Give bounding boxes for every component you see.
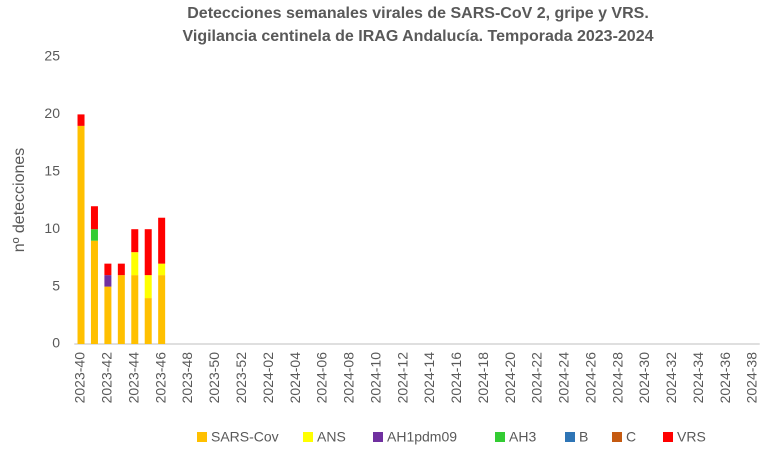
- y-tick-label: 5: [52, 277, 60, 293]
- x-tick-label: 2024-36: [717, 352, 733, 404]
- bar-segment: [90, 240, 98, 344]
- x-tick-label: 2024-30: [636, 352, 652, 404]
- bar-segment: [90, 229, 98, 241]
- legend-label: VRS: [677, 429, 706, 445]
- bar-segment: [77, 125, 85, 344]
- x-tick-label: 2024-10: [367, 352, 383, 404]
- y-tick-label: 25: [44, 48, 60, 64]
- chart-subtitle: Vigilancia centinela de IRAG Andalucía. …: [183, 28, 654, 45]
- bar-segment: [158, 275, 166, 344]
- bar-segment: [131, 229, 139, 253]
- legend-label: C: [626, 429, 636, 445]
- x-tick-label: 2023-44: [125, 352, 141, 404]
- y-tick-label: 20: [44, 105, 60, 121]
- bar-segment: [117, 275, 125, 344]
- bar-segment: [90, 206, 98, 230]
- legend-label: SARS-Cov: [211, 429, 279, 445]
- x-tick-label: 2024-12: [394, 352, 410, 404]
- legend-swatch: [373, 432, 383, 442]
- x-tick-label: 2024-06: [314, 352, 330, 404]
- legend-label: B: [579, 429, 588, 445]
- x-tick-label: 2023-50: [206, 352, 222, 404]
- x-tick-label: 2024-14: [421, 352, 437, 404]
- x-tick-label: 2024-24: [556, 352, 572, 404]
- legend-swatch: [303, 432, 313, 442]
- x-tick-label: 2024-22: [529, 352, 545, 404]
- x-tick-label: 2023-52: [233, 352, 249, 404]
- x-tick-label: 2024-38: [744, 352, 760, 404]
- x-tick-label: 2024-08: [341, 352, 357, 404]
- x-tick-label: 2024-34: [690, 352, 706, 404]
- bar-segment: [117, 263, 125, 276]
- x-tick-label: 2023-40: [72, 352, 88, 404]
- y-tick-label: 15: [44, 163, 60, 179]
- bar-segment: [144, 298, 152, 344]
- legend-label: AH3: [509, 429, 536, 445]
- x-tick-label: 2023-46: [152, 352, 168, 404]
- legend-swatch: [197, 432, 207, 442]
- x-tick-label: 2024-26: [582, 352, 598, 404]
- bar-segment: [104, 275, 112, 287]
- bar-segment: [158, 217, 166, 264]
- x-tick-label: 2024-04: [287, 352, 303, 404]
- bar-segment: [158, 263, 166, 276]
- bar-segment: [131, 252, 139, 276]
- x-tick-label: 2024-02: [260, 352, 276, 404]
- legend-swatch: [495, 432, 505, 442]
- x-tick-label: 2024-28: [609, 352, 625, 404]
- bar-segment: [144, 275, 152, 299]
- x-tick-label: 2024-32: [663, 352, 679, 404]
- bar-segment: [131, 275, 139, 344]
- legend-label: AH1pdm09: [387, 429, 457, 445]
- x-tick-label: 2024-20: [502, 352, 518, 404]
- y-tick-label: 10: [44, 220, 60, 236]
- x-tick-label: 2023-42: [99, 352, 115, 404]
- bar-segment: [104, 286, 112, 344]
- bar-segment: [144, 229, 152, 276]
- bar-segment: [104, 263, 112, 276]
- x-tick-label: 2024-16: [448, 352, 464, 404]
- x-tick-label: 2023-48: [179, 352, 195, 404]
- y-axis-label: nº detecciones: [11, 148, 28, 253]
- legend-label: ANS: [317, 429, 346, 445]
- legend-swatch: [663, 432, 673, 442]
- legend-swatch: [565, 432, 575, 442]
- chart-title: Detecciones semanales virales de SARS-Co…: [187, 5, 649, 22]
- y-tick-label: 0: [52, 335, 60, 351]
- bar-segment: [77, 114, 85, 126]
- legend-swatch: [612, 432, 622, 442]
- x-tick-label: 2024-18: [475, 352, 491, 404]
